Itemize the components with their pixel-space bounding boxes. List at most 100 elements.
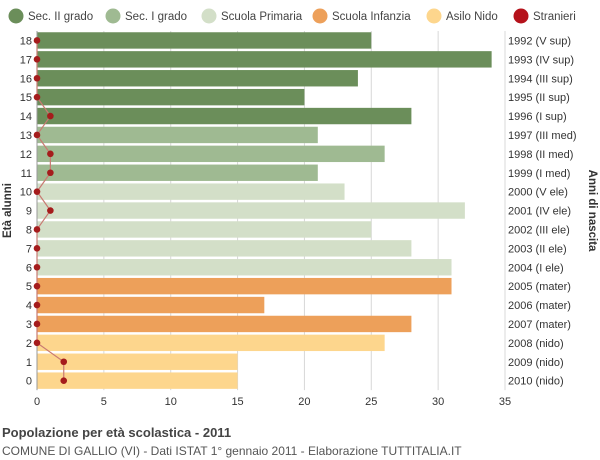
age-tick-label: 4 [26,300,32,312]
bar-age-15 [37,88,305,106]
age-tick-label: 7 [26,243,32,255]
age-tick-label: 5 [26,281,32,293]
x-tick-label: 20 [298,396,310,408]
legend-label: Scuola Primaria [221,11,303,23]
left-axis-title: Età alunni [2,183,14,238]
bar-age-0 [37,372,238,389]
legend-marker [426,8,442,24]
age-tick-label: 15 [20,92,32,104]
age-tick-label: 16 [20,73,32,85]
legend-label: Sec. I grado [125,11,187,23]
stranieri-point-age-17 [33,56,41,63]
legend-marker [105,8,121,24]
stranieri-point-age-14 [47,112,54,120]
birth-year-label: 1999 (I med) [508,168,570,180]
bar-age-3 [37,315,412,333]
bar-age-7 [37,240,412,257]
bar-age-17 [37,51,492,68]
bar-age-16 [37,70,358,87]
age-tick-label: 18 [20,35,32,47]
x-tick-label: 30 [432,396,444,408]
birth-year-label: 1995 (II sup) [508,92,570,104]
stranieri-point-age-12 [47,150,54,158]
stranieri-point-age-0 [60,377,68,384]
stranieri-point-age-1 [60,358,68,366]
stranieri-point-age-5 [33,282,41,290]
birth-year-label: 1996 (I sup) [508,111,567,123]
bar-age-6 [37,259,452,276]
x-tick-label: 35 [499,396,511,408]
bar-age-13 [37,126,318,144]
birth-year-label: 2007 (mater) [508,319,571,331]
bar-age-18 [37,32,372,49]
age-tick-label: 12 [20,149,32,161]
birth-year-label: 2001 (IV ele) [508,206,571,218]
bar-age-8 [37,221,372,238]
birth-year-label: 2003 (II ele) [508,243,567,255]
stranieri-point-age-2 [33,339,41,347]
birth-year-label: 2000 (V ele) [508,187,568,199]
age-tick-label: 11 [21,168,32,180]
birth-year-label: 2006 (mater) [508,300,571,312]
age-tick-label: 14 [20,111,32,123]
age-tick-label: 10 [20,187,32,199]
birth-year-label: 2009 (nido) [508,357,564,369]
stranieri-point-age-13 [33,131,41,139]
bar-age-14 [37,107,412,125]
legend-marker [513,8,529,24]
x-tick-label: 5 [101,396,107,408]
bar-age-5 [37,277,452,295]
age-tick-label: 17 [20,54,32,66]
age-tick-label: 3 [26,319,32,331]
stranieri-point-age-16 [33,74,41,82]
birth-year-label: 1993 (IV sup) [508,54,574,66]
x-tick-label: 15 [231,396,243,408]
age-tick-label: 0 [26,376,32,388]
stranieri-point-age-3 [33,320,41,328]
bar-age-4 [37,296,265,314]
age-tick-label: 2 [26,338,32,350]
birth-year-label: 2008 (nido) [508,338,564,350]
x-tick-label: 10 [165,396,177,408]
birth-year-label: 1992 (V sup) [508,35,571,47]
birth-year-label: 2004 (I ele) [508,262,564,274]
age-tick-label: 8 [26,224,32,236]
legend-label: Scuola Infanzia [332,11,411,23]
chart-source: COMUNE DI GALLIO (VI) - Dati ISTAT 1° ge… [2,444,462,458]
chart-title: Popolazione per età scolastica - 2011 [2,425,232,440]
legend-label: Sec. II grado [28,11,93,23]
bar-age-12 [37,145,385,163]
birth-year-label: 1997 (III med) [508,130,576,142]
birth-year-label: 2010 (nido) [508,376,564,388]
right-axis-title: Anni di nascita [586,170,598,252]
stranieri-point-age-15 [33,93,41,101]
stranieri-point-age-10 [33,188,41,195]
legend-label: Asilo Nido [446,11,498,23]
legend-marker [312,8,328,24]
x-tick-label: 25 [365,396,377,408]
stranieri-point-age-8 [33,226,41,233]
legend-marker [8,8,24,24]
bar-age-1 [37,353,238,370]
stranieri-point-age-6 [33,263,41,271]
stranieri-point-age-9 [47,207,54,214]
stranieri-point-age-11 [47,169,54,177]
stranieri-point-age-18 [33,37,41,44]
birth-year-label: 2005 (mater) [508,281,571,293]
birth-year-label: 2002 (III ele) [508,224,570,236]
age-tick-label: 6 [26,262,32,274]
x-tick-label: 0 [34,396,40,408]
birth-year-label: 1998 (II med) [508,149,573,161]
bar-age-10 [37,183,345,200]
age-tick-label: 13 [20,130,32,142]
age-tick-label: 1 [26,357,32,369]
legend-marker [201,8,217,24]
legend-label: Stranieri [533,11,576,23]
stranieri-point-age-4 [33,301,41,309]
birth-year-label: 1994 (III sup) [508,73,573,85]
bar-age-11 [37,164,318,181]
bar-age-2 [37,334,385,352]
stranieri-point-age-7 [33,245,41,252]
bar-age-9 [37,202,465,219]
